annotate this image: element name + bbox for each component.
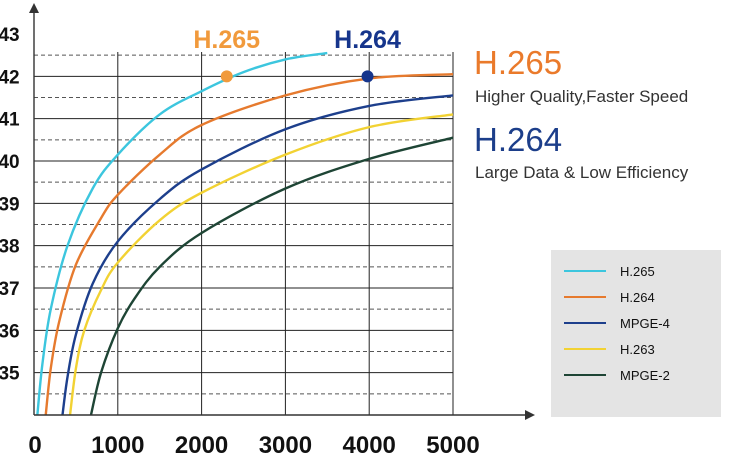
h264-side-subtitle: Large Data & Low Efficiency	[475, 163, 689, 182]
series-line-h-263	[68, 113, 454, 416]
legend-swatch	[564, 322, 606, 324]
legend-label: H.265	[620, 263, 655, 279]
y-tick-label: 38	[0, 237, 20, 258]
h264-side-title: H.264	[474, 121, 563, 158]
annotation-point-h-265	[220, 70, 233, 83]
chart-legend: H.265 H.264 MPGE-4 H.263 MPGE-2	[551, 250, 721, 417]
legend-item: MPGE-2	[564, 367, 670, 383]
series-line-h-264	[44, 73, 454, 416]
h265-side-title: H.265	[474, 44, 563, 81]
annotation-point-h-264	[361, 70, 374, 83]
x-tick-label: 2000	[175, 432, 228, 458]
y-tick-label: 42	[0, 67, 20, 88]
y-tick-label: 37	[0, 279, 20, 300]
legend-item: H.265	[564, 263, 655, 279]
x-tick-label: 5000	[426, 432, 479, 458]
legend-swatch	[564, 296, 606, 298]
h265-side-subtitle: Higher Quality,Faster Speed	[475, 87, 689, 106]
x-tick-label: 0	[28, 432, 41, 458]
series-line-mpge-4	[61, 94, 454, 416]
annotation-label-h-264: H.264	[334, 26, 401, 54]
x-tick-label: 4000	[343, 432, 396, 458]
legend-item: H.263	[564, 341, 655, 357]
y-tick-label: 43	[0, 25, 20, 46]
y-tick-label: 41	[0, 110, 20, 131]
legend-swatch	[564, 270, 606, 272]
y-tick-label: 35	[0, 364, 20, 385]
x-tick-label: 3000	[259, 432, 312, 458]
legend-item: H.264	[564, 289, 655, 305]
legend-item: MPGE-4	[564, 315, 670, 331]
legend-label: H.264	[620, 289, 655, 305]
legend-swatch	[564, 348, 606, 350]
legend-swatch	[564, 374, 606, 376]
legend-label: MPGE-2	[620, 367, 670, 383]
y-tick-label: 39	[0, 194, 20, 215]
annotation-label-h-265: H.265	[193, 26, 260, 54]
y-tick-label: 36	[0, 321, 20, 342]
series-line-h-265	[36, 51, 328, 416]
y-tick-label: 40	[0, 152, 20, 173]
legend-label: H.263	[620, 341, 655, 357]
x-tick-label: 1000	[91, 432, 144, 458]
legend-label: MPGE-4	[620, 315, 670, 331]
series-line-mpge-2	[89, 136, 454, 416]
